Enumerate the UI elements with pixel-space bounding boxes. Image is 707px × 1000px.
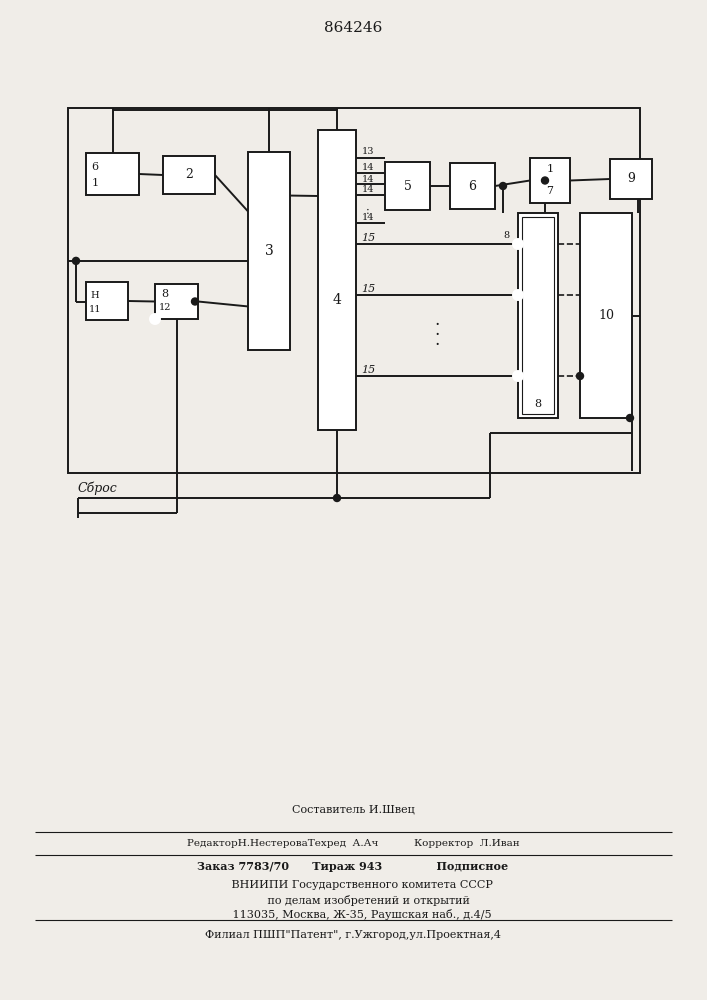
Text: 14: 14 <box>362 174 374 184</box>
Circle shape <box>513 239 523 249</box>
Text: Сброс: Сброс <box>78 481 118 495</box>
Circle shape <box>150 314 160 324</box>
Text: 6: 6 <box>469 180 477 192</box>
Bar <box>318 130 356 430</box>
Text: 10: 10 <box>598 309 614 322</box>
Text: :: : <box>366 206 370 216</box>
Bar <box>450 163 495 209</box>
Bar <box>155 284 198 319</box>
Circle shape <box>576 372 583 379</box>
Text: 1: 1 <box>547 164 554 174</box>
Bar <box>248 152 290 350</box>
Text: 2: 2 <box>185 168 193 182</box>
Text: 14: 14 <box>362 214 374 223</box>
Bar <box>86 282 128 320</box>
Circle shape <box>542 177 549 184</box>
Text: 6: 6 <box>91 162 98 172</box>
Text: 3: 3 <box>264 244 274 258</box>
Bar <box>163 156 215 194</box>
Text: .: . <box>434 322 440 339</box>
Text: Н: Н <box>90 290 99 300</box>
Text: РедакторН.НестероваТехред  А.Ач           Корректор  Л.Иван: РедакторН.НестероваТехред А.Ач Корректор… <box>187 840 520 848</box>
Text: 8: 8 <box>503 232 509 240</box>
Text: Заказ 7783/70      Тираж 943              Подписное: Заказ 7783/70 Тираж 943 Подписное <box>197 861 508 872</box>
Text: Составитель И.Швец: Составитель И.Швец <box>291 805 414 815</box>
Text: 14: 14 <box>362 163 374 172</box>
Circle shape <box>334 494 341 502</box>
Text: 12: 12 <box>159 304 171 312</box>
Text: 13: 13 <box>362 147 374 156</box>
Text: 11: 11 <box>89 304 101 314</box>
Text: 5: 5 <box>404 180 411 192</box>
Circle shape <box>192 298 199 305</box>
Bar <box>580 213 632 418</box>
Bar <box>68 108 640 473</box>
Bar <box>530 158 570 203</box>
Text: 8: 8 <box>534 399 542 409</box>
Circle shape <box>513 290 523 300</box>
Circle shape <box>73 257 79 264</box>
Text: .: . <box>434 312 440 329</box>
Text: 7: 7 <box>547 186 554 196</box>
Circle shape <box>626 414 633 422</box>
Bar <box>86 153 139 195</box>
Text: .: . <box>434 332 440 349</box>
Text: 14: 14 <box>362 186 374 194</box>
Bar <box>385 162 430 210</box>
Text: по делам изобретений и открытий: по делам изобретений и открытий <box>236 894 470 906</box>
Text: 15: 15 <box>361 233 375 243</box>
Text: 9: 9 <box>627 172 635 186</box>
Bar <box>610 159 652 199</box>
Bar <box>522 217 554 414</box>
Text: 864246: 864246 <box>324 21 382 35</box>
Text: 113035, Москва, Ж-35, Раушская наб., д.4/5: 113035, Москва, Ж-35, Раушская наб., д.4… <box>215 910 491 920</box>
Circle shape <box>513 371 523 381</box>
Text: 15: 15 <box>361 365 375 375</box>
Text: 8: 8 <box>161 289 168 299</box>
Bar <box>518 213 558 418</box>
Text: 1: 1 <box>91 178 98 188</box>
Circle shape <box>500 182 506 190</box>
Text: ВНИИПИ Государственного комитета СССР: ВНИИПИ Государственного комитета СССР <box>214 880 493 890</box>
Text: 4: 4 <box>332 293 341 307</box>
Text: 15: 15 <box>361 284 375 294</box>
Text: Филиал ПШП"Патент", г.Ужгород,ул.Проектная,4: Филиал ПШП"Патент", г.Ужгород,ул.Проектн… <box>205 930 501 940</box>
